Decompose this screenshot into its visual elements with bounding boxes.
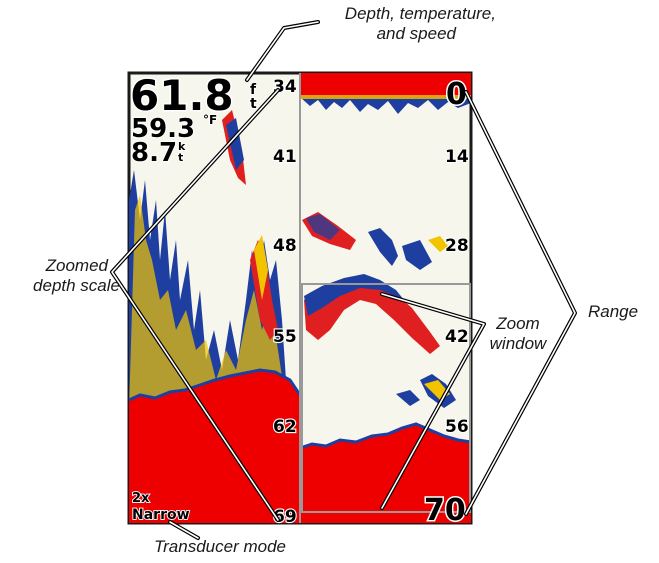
speed-unit-bottom: t bbox=[178, 151, 183, 164]
zoomed-scale-label: 62 bbox=[273, 417, 297, 437]
callout-text: Transducer mode bbox=[154, 537, 286, 556]
callout-text: Range bbox=[588, 302, 639, 321]
callout-text: window bbox=[489, 334, 547, 354]
transducer-beam: Narrow bbox=[132, 507, 190, 523]
callout-transducer-mode: Transducer mode bbox=[130, 537, 310, 557]
zoom-window-leader-inner bbox=[381, 293, 485, 509]
depth-unit-top: f bbox=[250, 82, 257, 98]
depth-readout: 61.8 bbox=[130, 71, 234, 120]
left-panel-bottom bbox=[129, 370, 300, 523]
zoomed-scale-label: 48 bbox=[273, 236, 297, 256]
depth-unit-bottom: t bbox=[250, 96, 257, 112]
surface-clutter bbox=[300, 73, 471, 114]
zoom-window-box bbox=[301, 283, 471, 513]
leader-lines bbox=[110, 20, 577, 540]
callout-text: and speed bbox=[376, 24, 456, 44]
depth-leader-inner bbox=[246, 21, 319, 81]
range-top-label: 0 bbox=[446, 77, 467, 112]
zoomed-scale-label: 34 bbox=[273, 77, 297, 97]
callout-depth-temperature-speed: Depth, temperature, and speed bbox=[300, 4, 496, 45]
temperature-unit: °F bbox=[203, 113, 217, 127]
callout-text: Zoomed bbox=[45, 256, 108, 275]
zoomed-scale-leader-inner bbox=[111, 89, 279, 521]
range-tick-label: 14 bbox=[445, 147, 469, 167]
range-bottom-label: 70 bbox=[424, 493, 466, 528]
temperature-readout: 59.3 bbox=[131, 114, 195, 144]
range-leader-inner bbox=[465, 91, 576, 515]
range-tick-label: 56 bbox=[445, 417, 469, 437]
callout-text: depth scale bbox=[33, 276, 120, 296]
zoomed-depth-scale: 34 41 48 55 62 69 bbox=[272, 76, 298, 528]
speed-readout: 8.7 bbox=[131, 138, 177, 168]
callout-zoom-window: Zoom window bbox=[478, 314, 558, 355]
range-scale: 0 14 28 42 56 70 bbox=[423, 76, 470, 530]
range-leader bbox=[464, 90, 577, 516]
speed-unit-top: k bbox=[178, 140, 186, 153]
callout-zoomed-depth-scale: Zoomed depth scale bbox=[4, 256, 120, 297]
zoomed-scale-label: 55 bbox=[273, 327, 297, 347]
callout-range: Range bbox=[588, 302, 638, 322]
transducer-multiplier: 2x bbox=[132, 491, 150, 506]
callout-text: Depth, temperature, bbox=[344, 4, 496, 23]
range-tick-label: 28 bbox=[445, 236, 469, 256]
zoomed-scale-label: 41 bbox=[273, 147, 297, 167]
range-tick-label: 42 bbox=[445, 327, 469, 347]
transducer-leader-inner bbox=[169, 521, 199, 539]
callout-text: Zoom bbox=[496, 314, 540, 333]
zoomed-scale-label: 69 bbox=[273, 507, 297, 527]
right-panel-bottom bbox=[300, 424, 471, 523]
